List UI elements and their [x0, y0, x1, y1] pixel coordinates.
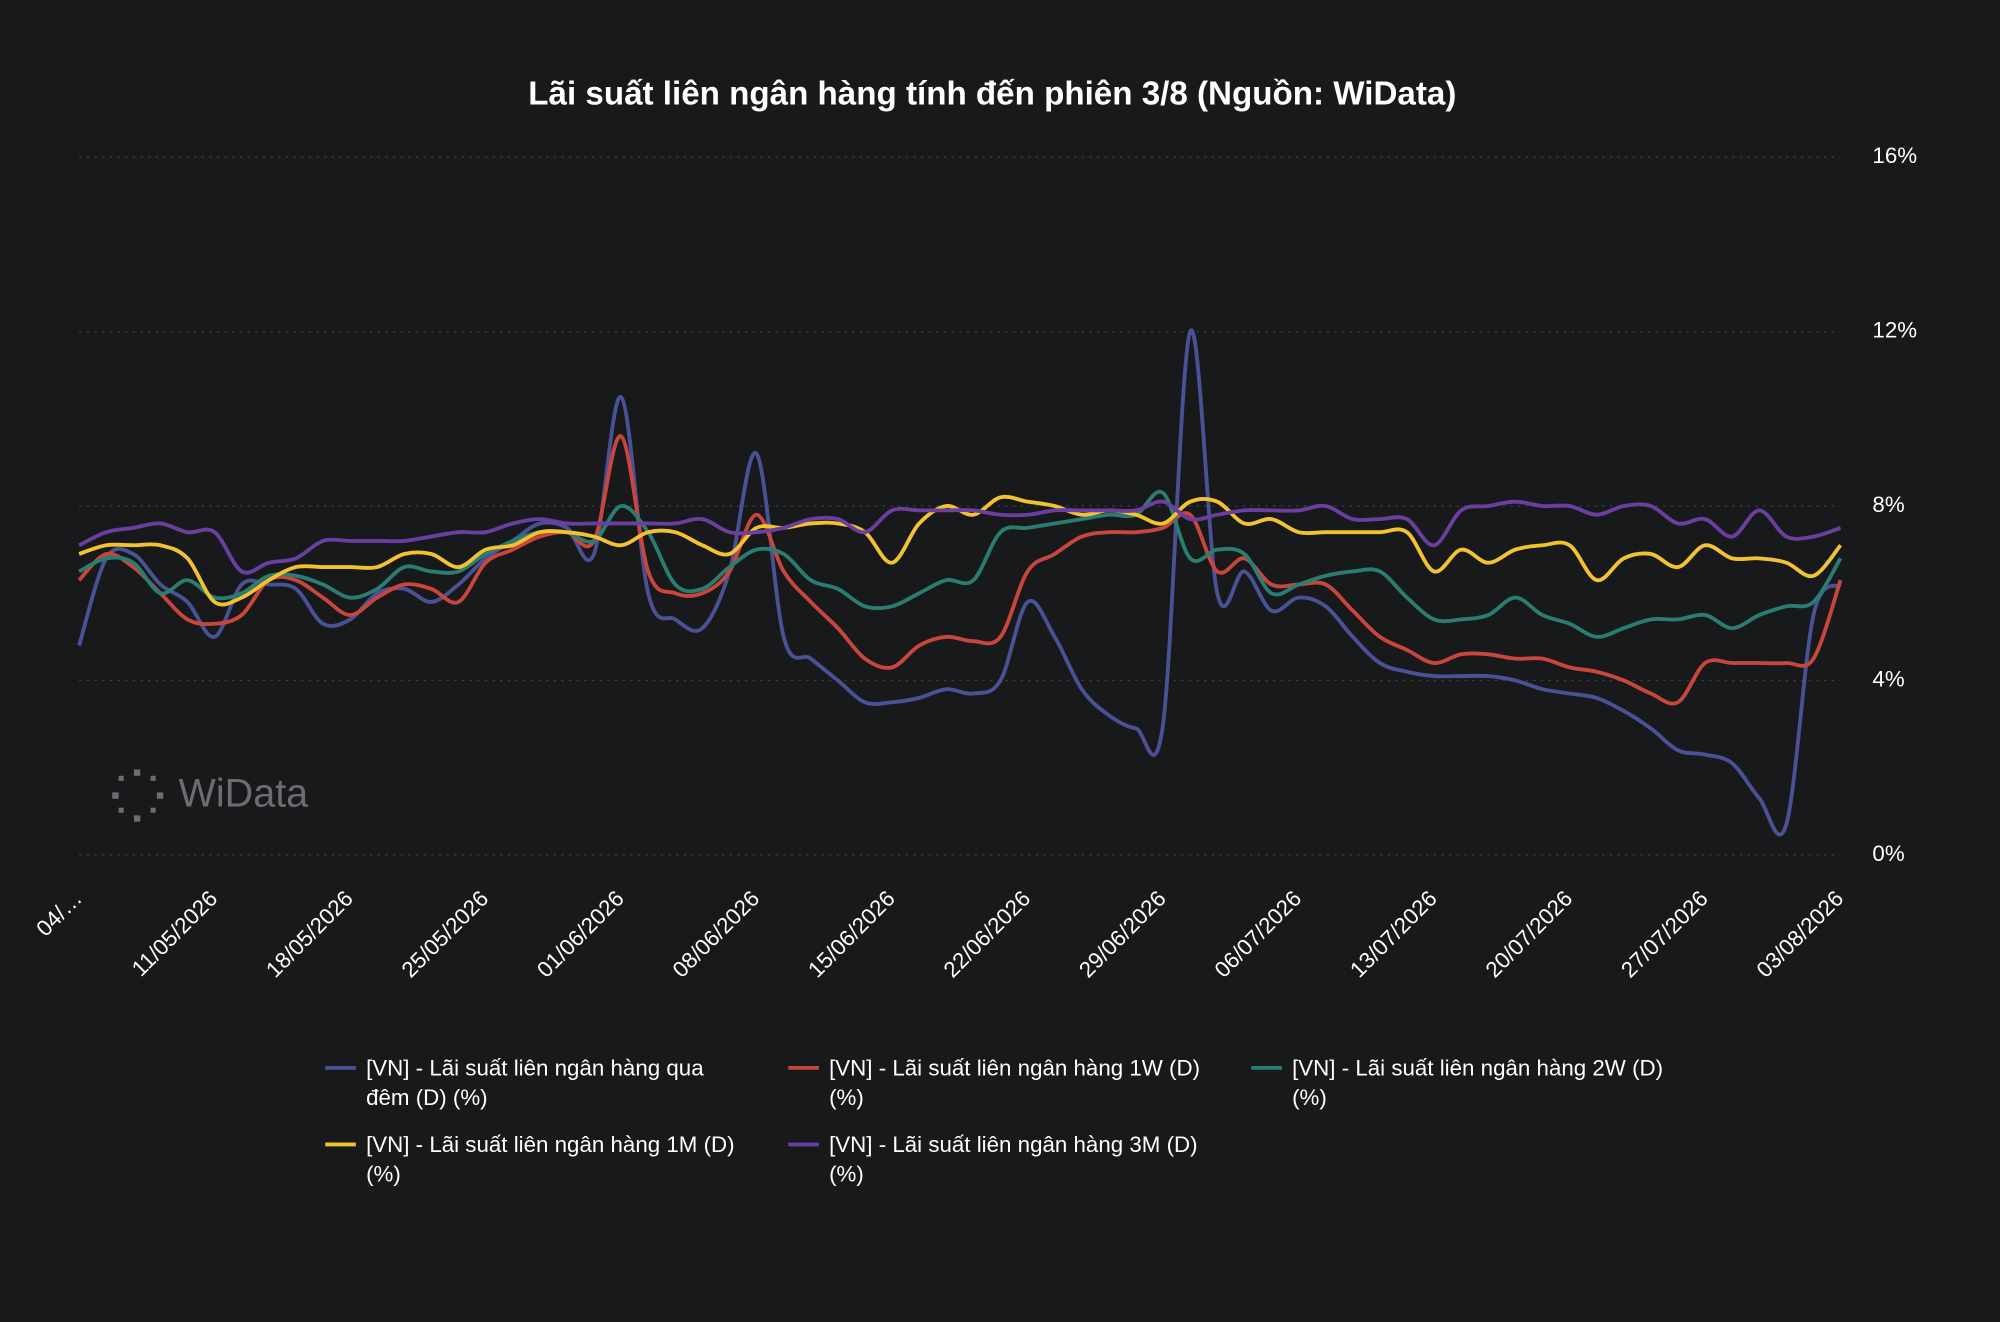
legend-label: [VN] - Lãi suất liên ngân hàng qua đêm (…: [366, 1055, 704, 1110]
legend-item: [VN] - Lãi suất liên ngân hàng 1M (D) (%…: [366, 1131, 735, 1187]
chart-title: Lãi suất liên ngân hàng tính đến phiên 3…: [528, 76, 1456, 113]
legend-label: [VN] - Lãi suất liên ngân hàng 2W (D) (%…: [1292, 1055, 1664, 1110]
legend-label: [VN] - Lãi suất liên ngân hàng 1M (D) (%…: [366, 1131, 735, 1187]
watermark-text: WiData: [179, 772, 309, 816]
y-tick-label: 8%: [1872, 492, 1904, 517]
y-tick-label: 0%: [1872, 841, 1904, 866]
watermark: WiData: [112, 769, 309, 822]
legend-label: [VN] - Lãi suất liên ngân hàng 3M (D) (%…: [829, 1131, 1198, 1187]
y-tick-label: 4%: [1872, 666, 1904, 691]
legend-item: [VN] - Lãi suất liên ngân hàng 1W (D) (%…: [829, 1055, 1201, 1110]
legend-item: [VN] - Lãi suất liên ngân hàng qua đêm (…: [366, 1055, 704, 1110]
legend-item: [VN] - Lãi suất liên ngân hàng 2W (D) (%…: [1292, 1055, 1664, 1110]
legend-label: [VN] - Lãi suất liên ngân hàng 1W (D) (%…: [829, 1055, 1201, 1110]
series-line: [78, 489, 1843, 639]
y-tick-label: 12%: [1872, 317, 1917, 342]
y-tick-label: 16%: [1872, 143, 1917, 168]
series-line: [77, 434, 1843, 706]
series-line: [77, 328, 1842, 837]
series-line: [78, 499, 1842, 575]
legend-item: [VN] - Lãi suất liên ngân hàng 3M (D) (%…: [829, 1131, 1198, 1187]
